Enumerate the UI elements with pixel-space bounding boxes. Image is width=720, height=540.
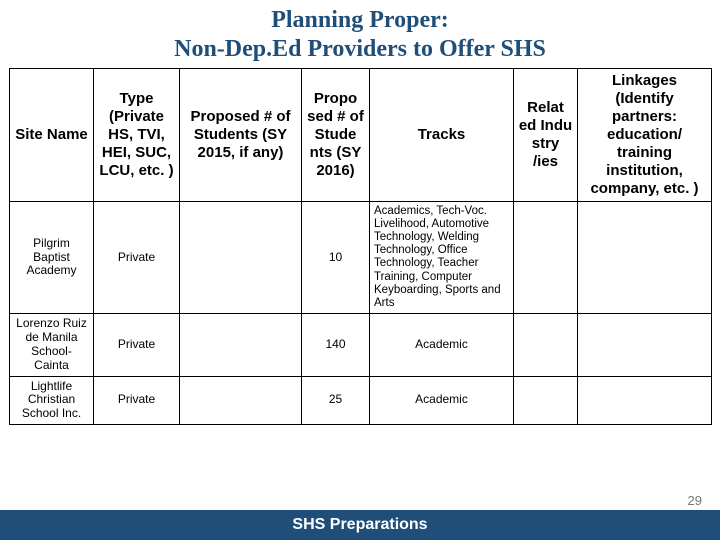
cell-prop2016: 25 xyxy=(302,376,370,424)
cell-prop2015 xyxy=(180,314,302,376)
cell-industry xyxy=(514,201,578,314)
cell-type: Private xyxy=(94,201,180,314)
cell-prop2015 xyxy=(180,201,302,314)
cell-industry xyxy=(514,314,578,376)
cell-prop2016: 10 xyxy=(302,201,370,314)
col-site: Site Name xyxy=(10,68,94,201)
col-prop2016: Propo sed # of Stude nts (SY 2016) xyxy=(302,68,370,201)
table-row: Lorenzo Ruiz de Manila School-Cainta Pri… xyxy=(10,314,712,376)
col-prop2015: Proposed # of Students (SY 2015, if any) xyxy=(180,68,302,201)
slide-title: Planning Proper: Non-Dep.Ed Providers to… xyxy=(0,0,720,68)
page-number: 29 xyxy=(688,493,702,508)
title-line-1: Planning Proper: xyxy=(0,6,720,35)
table-header-row: Site Name Type (Private HS, TVI, HEI, SU… xyxy=(10,68,712,201)
cell-prop2015 xyxy=(180,376,302,424)
cell-type: Private xyxy=(94,314,180,376)
cell-tracks: Academic xyxy=(370,314,514,376)
cell-industry xyxy=(514,376,578,424)
cell-linkages xyxy=(578,314,712,376)
col-type: Type (Private HS, TVI, HEI, SUC, LCU, et… xyxy=(94,68,180,201)
cell-site: Lorenzo Ruiz de Manila School-Cainta xyxy=(10,314,94,376)
cell-linkages xyxy=(578,201,712,314)
providers-table: Site Name Type (Private HS, TVI, HEI, SU… xyxy=(9,68,712,425)
cell-site: Lightlife Christian School Inc. xyxy=(10,376,94,424)
table-row: Pilgrim Baptist Academy Private 10 Acade… xyxy=(10,201,712,314)
cell-linkages xyxy=(578,376,712,424)
col-industry: Relat ed Indu stry /ies xyxy=(514,68,578,201)
cell-site: Pilgrim Baptist Academy xyxy=(10,201,94,314)
col-linkages: Linkages (Identify partners: education/ … xyxy=(578,68,712,201)
title-line-2: Non-Dep.Ed Providers to Offer SHS xyxy=(0,35,720,64)
col-tracks: Tracks xyxy=(370,68,514,201)
table-row: Lightlife Christian School Inc. Private … xyxy=(10,376,712,424)
cell-prop2016: 140 xyxy=(302,314,370,376)
cell-tracks: Academics, Tech-Voc. Livelihood, Automot… xyxy=(370,201,514,314)
cell-tracks: Academic xyxy=(370,376,514,424)
footer-bar: SHS Preparations xyxy=(0,510,720,540)
cell-type: Private xyxy=(94,376,180,424)
